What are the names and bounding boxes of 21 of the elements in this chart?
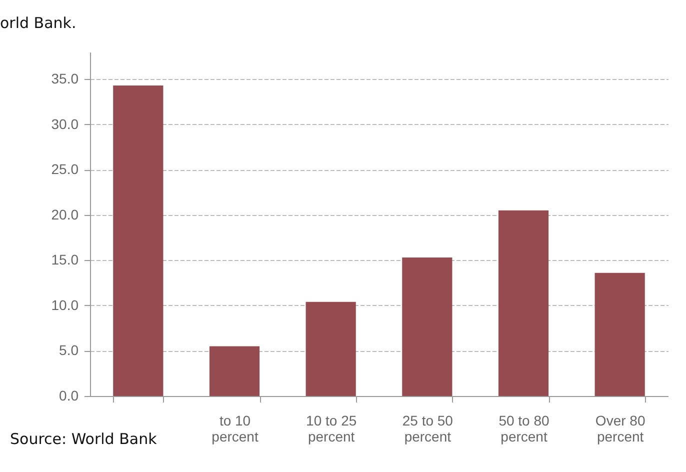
y-tick-label: 0.0 <box>59 388 79 404</box>
y-tick-label: 5.0 <box>59 342 79 358</box>
y-tick-label: 25.0 <box>51 161 79 178</box>
bar <box>594 272 645 396</box>
x-tick-label: 10 to 25 percent <box>306 412 357 444</box>
bar <box>113 85 164 396</box>
y-tick-label: 35.0 <box>51 70 79 87</box>
bar <box>402 257 452 396</box>
y-tick-label: 30.0 <box>51 116 79 132</box>
y-tick-label: 20.0 <box>51 206 79 222</box>
source-note: Source: World Bank <box>10 430 157 448</box>
y-tick-label: 10.0 <box>51 296 79 313</box>
x-tick-label: 50 to 80 percent <box>498 412 550 444</box>
y-tick-label: 15.0 <box>51 252 79 268</box>
text: orld Bank. <box>0 14 76 32</box>
bar <box>209 346 260 396</box>
x-tick-label: to 10 percent <box>212 412 258 444</box>
x-tick-label: 25 to 50 percent <box>402 412 454 444</box>
bar <box>498 210 549 396</box>
x-tick-label: Over 80 percent <box>595 412 646 444</box>
bar <box>306 302 356 396</box>
